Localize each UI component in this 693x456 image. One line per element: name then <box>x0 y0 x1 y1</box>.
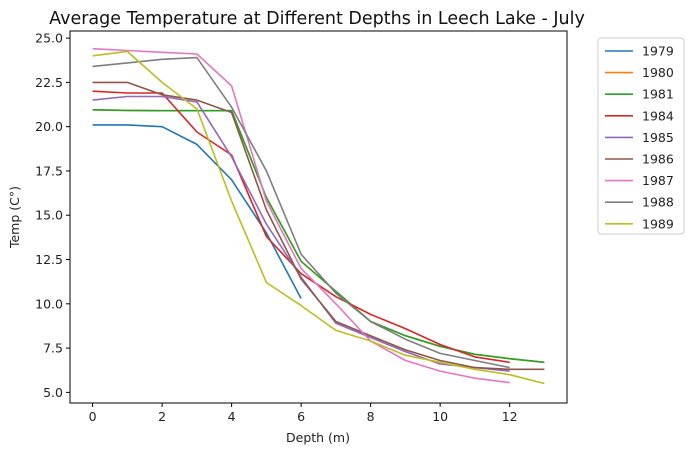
legend-label-1984: 1984 <box>642 108 674 123</box>
y-tick-label: 10.0 <box>35 296 63 311</box>
x-tick-label: 0 <box>89 409 97 424</box>
series-line-1979 <box>92 124 302 299</box>
x-axis: 0 2 4 6 8 10 12 <box>89 403 518 424</box>
y-axis-label: Temp (C°) <box>7 186 22 249</box>
x-tick-label: 10 <box>432 409 448 424</box>
y-tick-label: 5.0 <box>43 385 63 400</box>
series-line-1987 <box>92 47 510 384</box>
series-line-1984 <box>92 90 510 364</box>
chart-title: Average Temperature at Different Depths … <box>49 9 585 29</box>
y-tick-label: 7.5 <box>43 341 63 356</box>
legend: 1979 1980 1981 1984 1985 1986 1987 1988 1989 <box>597 37 685 235</box>
y-tick-label: 20.0 <box>35 119 63 134</box>
legend-label-1979: 1979 <box>642 44 674 59</box>
series-line-1988 <box>92 56 510 369</box>
x-tick-label: 6 <box>297 409 305 424</box>
x-tick-label: 4 <box>228 409 236 424</box>
y-tick-label: 15.0 <box>35 208 63 223</box>
series-line-1980 <box>92 109 545 364</box>
x-axis-label: Depth (m) <box>286 430 350 445</box>
legend-label-1988: 1988 <box>642 195 674 210</box>
legend-label-1980: 1980 <box>642 65 674 80</box>
legend-label-1981: 1981 <box>642 87 674 102</box>
series-line-1985 <box>92 95 510 372</box>
legend-label-1985: 1985 <box>642 130 674 145</box>
legend-label-1987: 1987 <box>642 173 674 188</box>
series-line-1981 <box>92 109 545 364</box>
x-tick-label: 2 <box>158 409 166 424</box>
x-tick-label: 12 <box>502 409 518 424</box>
series-line-1989 <box>92 50 545 385</box>
legend-label-1986: 1986 <box>642 152 674 167</box>
legend-label-1989: 1989 <box>642 216 674 231</box>
axes-frame <box>69 30 568 404</box>
y-tick-label: 12.5 <box>35 252 63 267</box>
y-tick-label: 25.0 <box>35 31 63 46</box>
y-tick-label: 17.5 <box>35 163 63 178</box>
x-tick-label: 8 <box>367 409 375 424</box>
y-tick-label: 22.5 <box>35 75 63 90</box>
y-axis: 5.0 7.5 10.0 12.5 15.0 17.5 20.0 22.5 25.0 <box>35 31 70 400</box>
legend-frame <box>597 37 685 235</box>
series-line-1986 <box>92 81 545 371</box>
plot-area <box>92 47 545 385</box>
